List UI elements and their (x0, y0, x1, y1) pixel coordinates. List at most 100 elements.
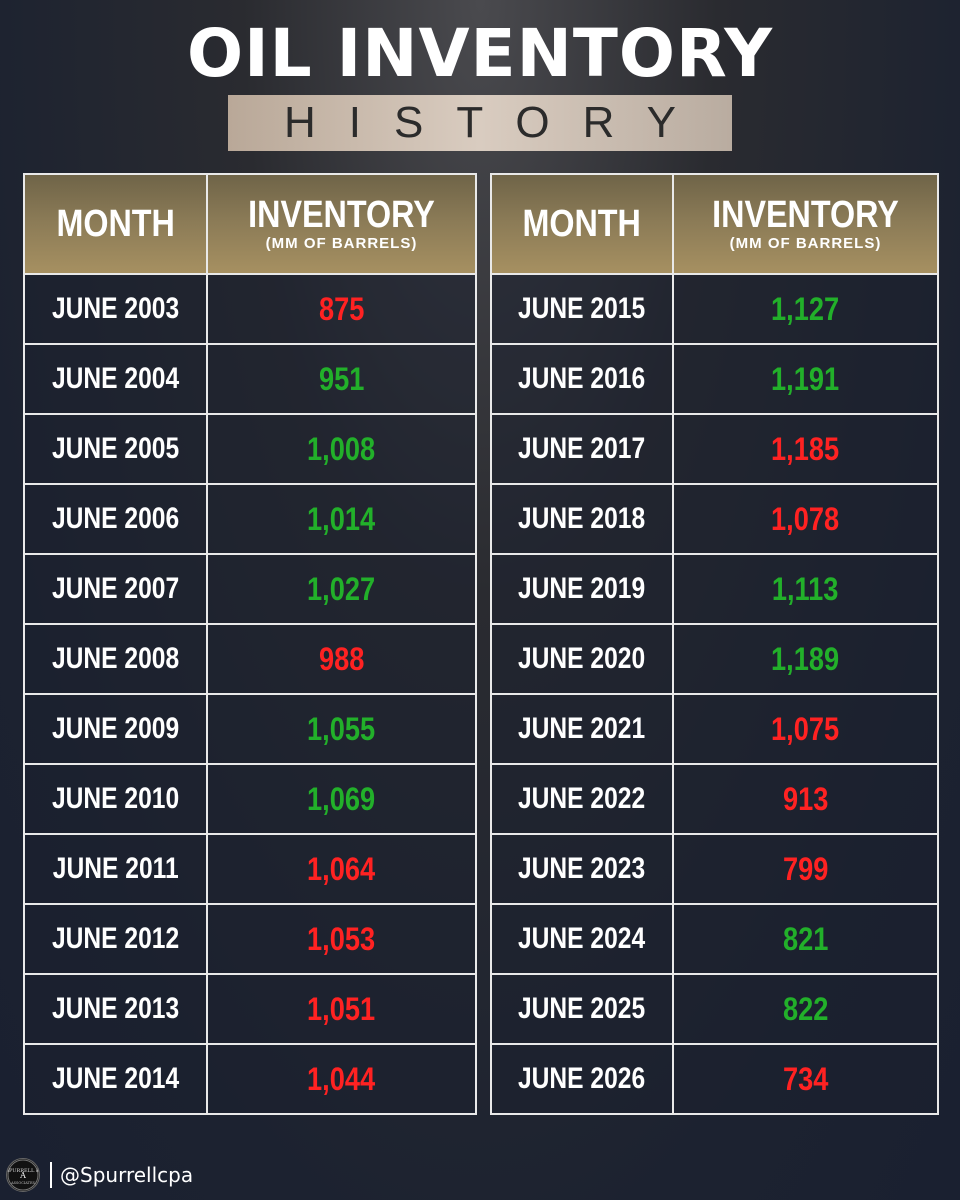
inventory-cell: 951 (206, 343, 477, 415)
table-row: JUNE 2023 799 (490, 833, 939, 905)
inventory-cell: 1,051 (206, 973, 477, 1045)
month-cell: JUNE 2023 (490, 833, 674, 905)
inventory-value: 1,113 (772, 570, 839, 607)
month-cell: JUNE 2015 (490, 273, 674, 345)
inventory-value: 1,075 (771, 710, 840, 747)
inventory-cell: 1,055 (206, 693, 477, 765)
inventory-value: 1,027 (307, 570, 376, 607)
table-row: JUNE 2019 1,113 (490, 553, 939, 625)
svg-text:ASSOCIATES: ASSOCIATES (10, 1181, 35, 1185)
page-title: OIL INVENTORY (186, 15, 774, 92)
inventory-column-header: INVENTORY (MM OF BARRELS) (672, 173, 939, 275)
table-row: JUNE 2013 1,051 (23, 973, 477, 1045)
month-cell: JUNE 2009 (23, 693, 208, 765)
month-cell: JUNE 2017 (490, 413, 674, 485)
month-label: JUNE 2018 (518, 502, 646, 535)
month-cell: JUNE 2012 (23, 903, 208, 975)
month-cell: JUNE 2026 (490, 1043, 674, 1115)
inventory-value: 1,078 (771, 500, 840, 537)
inventory-value: 951 (318, 360, 365, 397)
inventory-cell: 1,064 (206, 833, 477, 905)
footer-divider (50, 1162, 52, 1188)
month-label: JUNE 2010 (51, 782, 180, 815)
inventory-cell: 1,044 (206, 1043, 477, 1115)
table-row: JUNE 2003 875 (23, 273, 477, 345)
inventory-header-label: INVENTORY (248, 194, 435, 236)
month-cell: JUNE 2020 (490, 623, 674, 695)
brand-logo: SPURRELL & A ASSOCIATES (6, 1158, 40, 1192)
inventory-cell: 988 (206, 623, 477, 695)
month-cell: JUNE 2013 (23, 973, 208, 1045)
table-row: JUNE 2011 1,064 (23, 833, 477, 905)
month-label: JUNE 2007 (51, 572, 180, 605)
month-cell: JUNE 2010 (23, 763, 208, 835)
table-row: JUNE 2020 1,189 (490, 623, 939, 695)
month-cell: JUNE 2006 (23, 483, 208, 555)
inventory-value: 1,051 (307, 990, 376, 1027)
inventory-header-label: INVENTORY (712, 194, 899, 236)
month-label: JUNE 2026 (518, 1062, 646, 1095)
table-row: JUNE 2015 1,127 (490, 273, 939, 345)
month-label: JUNE 2005 (51, 432, 180, 465)
inventory-cell: 1,191 (672, 343, 939, 415)
month-cell: JUNE 2004 (23, 343, 208, 415)
inventory-value: 875 (318, 290, 365, 327)
month-cell: JUNE 2005 (23, 413, 208, 485)
inventory-value: 1,044 (307, 1060, 376, 1097)
inventory-cell: 1,014 (206, 483, 477, 555)
inventory-value: 1,064 (307, 850, 376, 887)
inventory-value: 1,053 (307, 920, 376, 957)
inventory-cell: 822 (672, 973, 939, 1045)
month-label: JUNE 2020 (518, 642, 646, 675)
month-cell: JUNE 2008 (23, 623, 208, 695)
inventory-cell: 875 (206, 273, 477, 345)
inventory-unit-label: (MM OF BARRELS) (265, 235, 418, 252)
inventory-value: 1,008 (307, 430, 376, 467)
inventory-cell: 1,127 (672, 273, 939, 345)
month-label: JUNE 2004 (51, 362, 180, 395)
month-column-header: MONTH (23, 173, 208, 275)
month-cell: JUNE 2003 (23, 273, 208, 345)
month-label: JUNE 2009 (51, 712, 180, 745)
inventory-value: 734 (782, 1060, 829, 1097)
table-row: JUNE 2025 822 (490, 973, 939, 1045)
inventory-cell: 1,075 (672, 693, 939, 765)
inventory-cell: 1,185 (672, 413, 939, 485)
month-label: JUNE 2015 (518, 292, 646, 325)
inventory-cell: 913 (672, 763, 939, 835)
table-row: JUNE 2006 1,014 (23, 483, 477, 555)
inventory-cell: 1,189 (672, 623, 939, 695)
month-label: JUNE 2022 (518, 782, 646, 815)
table-row: JUNE 2016 1,191 (490, 343, 939, 415)
svg-text:A: A (19, 1171, 26, 1180)
inventory-cell: 734 (672, 1043, 939, 1115)
inventory-cell: 1,078 (672, 483, 939, 555)
inventory-cell: 1,069 (206, 763, 477, 835)
table-row: JUNE 2022 913 (490, 763, 939, 835)
inventory-cell: 1,008 (206, 413, 477, 485)
month-cell: JUNE 2014 (23, 1043, 208, 1115)
inventory-table-right: MONTH INVENTORY (MM OF BARRELS) JUNE 201… (490, 173, 939, 1115)
inventory-cell: 821 (672, 903, 939, 975)
month-cell: JUNE 2018 (490, 483, 674, 555)
month-label: JUNE 2017 (518, 432, 646, 465)
table-header-row: MONTH INVENTORY (MM OF BARRELS) (23, 173, 477, 275)
inventory-value: 1,189 (771, 640, 840, 677)
inventory-value: 1,191 (771, 360, 840, 397)
table-row: JUNE 2007 1,027 (23, 553, 477, 625)
footer: SPURRELL & A ASSOCIATES @Spurrellcpa (6, 1158, 194, 1192)
table-row: JUNE 2014 1,044 (23, 1043, 477, 1115)
table-row: JUNE 2004 951 (23, 343, 477, 415)
social-handle[interactable]: @Spurrellcpa (60, 1163, 194, 1187)
inventory-value: 1,185 (771, 430, 840, 467)
table-header-row: MONTH INVENTORY (MM OF BARRELS) (490, 173, 939, 275)
logo-mark-icon: SPURRELL & A ASSOCIATES (7, 1159, 39, 1191)
page-subtitle: HISTORY (284, 98, 709, 147)
month-cell: JUNE 2025 (490, 973, 674, 1045)
month-label: JUNE 2024 (518, 922, 646, 955)
inventory-cell: 1,053 (206, 903, 477, 975)
month-cell: JUNE 2019 (490, 553, 674, 625)
month-label: JUNE 2012 (51, 922, 180, 955)
month-label: JUNE 2011 (52, 852, 179, 885)
inventory-value: 1,069 (307, 780, 376, 817)
